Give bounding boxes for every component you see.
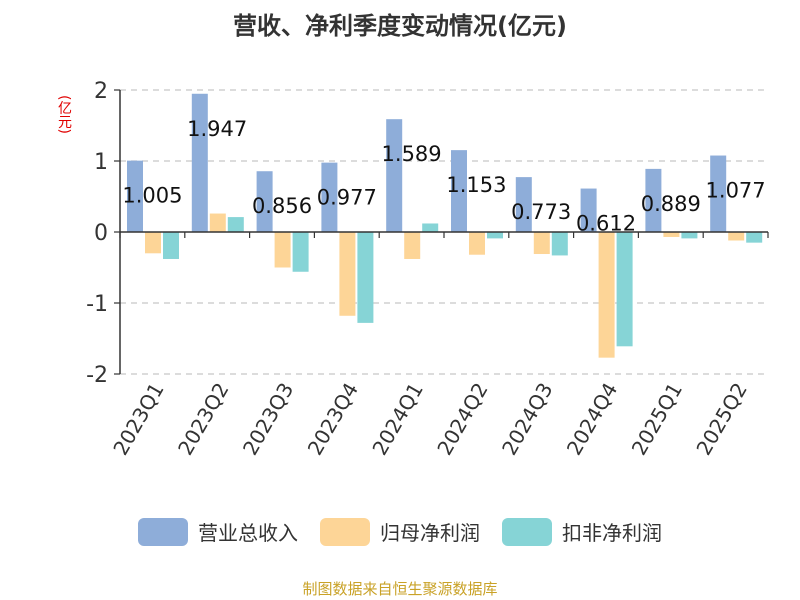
legend-swatch xyxy=(502,517,552,546)
legend-label: 扣非净利润 xyxy=(562,521,662,545)
bar-deducted-net-profit xyxy=(616,232,633,347)
y-tick-label: 1 xyxy=(94,150,108,175)
data-label: 0.889 xyxy=(641,192,701,216)
legend-swatch xyxy=(138,517,188,546)
bar-revenue xyxy=(515,177,532,232)
bar-deducted-net-profit xyxy=(292,232,309,272)
bar-deducted-net-profit xyxy=(357,232,374,323)
bar-net-profit xyxy=(274,232,291,268)
data-label: 0.977 xyxy=(317,186,377,210)
legend: 营业总收入 归母净利润 扣非净利润 xyxy=(0,517,800,546)
x-tick-label: 2024Q4 xyxy=(562,379,622,460)
bar-revenue xyxy=(645,168,662,232)
bar-revenue xyxy=(321,162,338,232)
data-label: 0.773 xyxy=(511,200,571,224)
x-tick-label: 2025Q2 xyxy=(691,379,751,460)
data-label: 1.589 xyxy=(382,142,442,166)
bar-revenue xyxy=(580,188,597,232)
legend-label: 营业总收入 xyxy=(198,521,298,545)
bar-net-profit xyxy=(533,232,550,255)
bar-deducted-net-profit xyxy=(551,232,568,256)
bar-net-profit xyxy=(339,232,356,316)
legend-item[interactable]: 扣非净利润 xyxy=(502,517,662,546)
bar-net-profit xyxy=(728,232,745,241)
bar-deducted-net-profit xyxy=(746,232,763,243)
data-label: 1.947 xyxy=(187,117,247,141)
bar-revenue xyxy=(127,160,143,232)
x-tick-label: 2023Q1 xyxy=(108,379,168,460)
y-axis-unit-label: (亿元) xyxy=(56,95,72,134)
bar-net-profit xyxy=(209,213,226,232)
bar-deducted-net-profit xyxy=(681,232,698,239)
legend-item[interactable]: 营业总收入 xyxy=(138,517,298,546)
x-tick-label: 2023Q3 xyxy=(238,379,298,460)
legend-label: 归母净利润 xyxy=(380,521,480,545)
bar-revenue xyxy=(710,155,727,232)
chart-title: 营收、净利季度变动情况(亿元) xyxy=(233,12,567,40)
bar-revenue xyxy=(386,119,403,232)
x-tick-label: 2023Q4 xyxy=(303,379,363,460)
bar-deducted-net-profit xyxy=(487,232,503,239)
bar-net-profit xyxy=(663,232,680,237)
y-tick-label: -1 xyxy=(86,292,108,317)
bar-net-profit xyxy=(598,232,615,358)
data-label: 0.612 xyxy=(576,212,636,236)
x-tick-label: 2025Q1 xyxy=(627,379,687,460)
x-tick-label: 2024Q1 xyxy=(367,379,427,460)
bar-net-profit xyxy=(404,232,421,259)
source-note: 制图数据来自恒生聚源数据库 xyxy=(302,580,498,598)
y-tick-label: 0 xyxy=(94,221,108,246)
bar-deducted-net-profit xyxy=(227,217,244,232)
x-tick-label: 2024Q3 xyxy=(497,379,557,460)
data-label: 1.077 xyxy=(706,179,766,203)
bar-net-profit xyxy=(145,232,161,254)
bar-deducted-net-profit xyxy=(163,232,179,259)
bar-revenue xyxy=(191,93,208,232)
x-tick-label: 2024Q2 xyxy=(432,379,492,460)
x-tick-label: 2023Q2 xyxy=(173,379,233,460)
legend-item[interactable]: 归母净利润 xyxy=(320,517,480,546)
bar-deducted-net-profit xyxy=(422,223,439,232)
data-label: 1.153 xyxy=(446,173,506,197)
bar-net-profit xyxy=(469,232,485,255)
legend-swatch xyxy=(320,517,370,546)
bar-revenue xyxy=(256,171,273,232)
y-tick-label: 2 xyxy=(94,79,108,104)
y-tick-label: -2 xyxy=(86,363,108,388)
data-label: 0.856 xyxy=(252,194,312,218)
bar-revenue xyxy=(451,150,467,232)
data-label: 1.005 xyxy=(122,184,182,208)
